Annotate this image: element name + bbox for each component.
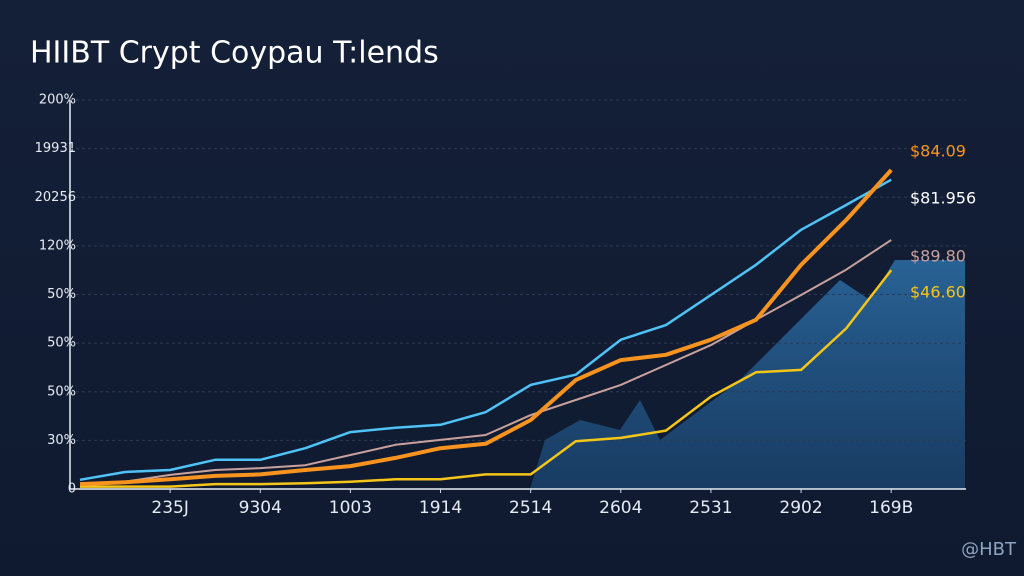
x-tick-label: 9304	[239, 498, 282, 518]
x-tick-label: 169B	[869, 498, 913, 518]
x-tick-label: 2514	[509, 498, 552, 518]
series-label: $89.80	[910, 247, 966, 266]
x-tick-label: 1914	[419, 498, 462, 518]
x-tick-label: 2902	[779, 498, 822, 518]
y-tick-label: 200%	[39, 93, 76, 108]
series-line	[79, 168, 893, 487]
y-tick-label: 50%	[47, 287, 76, 302]
x-tick-label: 2531	[689, 498, 732, 518]
x-tick-label: 235J	[151, 498, 188, 518]
series-label: $81.956	[910, 189, 976, 208]
y-tick-label: 120%	[39, 238, 76, 253]
series-label: $46.60	[910, 283, 966, 302]
y-tick-label: 30%	[47, 433, 76, 448]
series-line	[80, 269, 893, 488]
watermark: @HBT	[961, 539, 1017, 560]
y-tick-label: 20256	[35, 190, 76, 205]
series-line	[79, 178, 892, 482]
y-tick-label: 19931	[35, 141, 76, 156]
series-label: $84.09	[910, 142, 966, 161]
y-tick-label: 50%	[47, 384, 76, 399]
chart-title: HIIBT Crypt Coypau T:lends	[30, 36, 439, 71]
y-tick-label: 50%	[47, 336, 76, 351]
x-tick-label: 1003	[329, 498, 372, 518]
x-tick-label: 2604	[599, 498, 642, 518]
